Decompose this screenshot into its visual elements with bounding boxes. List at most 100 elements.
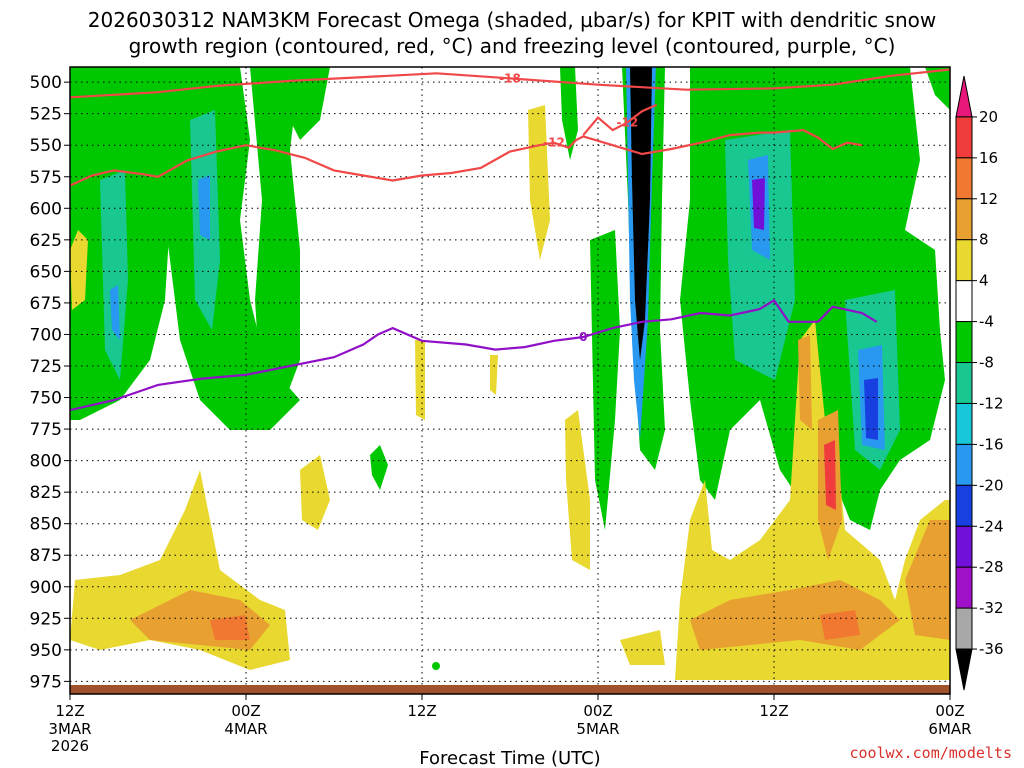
omega-region-yellow [490,355,498,395]
omega-region-yellow [415,340,425,420]
omega-region-green [560,67,578,160]
y-tick-label: 700 [30,325,62,345]
x-tick-label: 00Z [935,702,964,720]
omega-region-yellow [300,455,330,530]
y-tick-label: 575 [30,168,62,188]
omega-region-orange [905,520,950,640]
y-tick-label: 550 [30,136,62,156]
x-tick-label: 12Z [55,702,84,720]
colorbar-swatch [955,566,973,609]
y-tick-label: 875 [30,546,62,566]
colorbar-swatch [955,239,973,282]
colorbar-swatch [955,198,973,241]
colorbar-tick-label: -24 [979,517,1004,535]
colorbar-swatch [955,443,973,486]
y-tick-label: 775 [30,420,62,440]
chart-title-line1: 2026030312 NAM3KM Forecast Omega (shaded… [88,8,936,32]
dgz-contour-label: -18 [499,71,521,85]
credit-text: coolwx.com/modelts [849,744,1012,762]
colorbar-swatch [955,280,973,323]
omega-region-green [250,67,300,400]
colorbar-tick-label: -4 [979,313,994,331]
y-tick-label: 675 [30,294,62,314]
x-axis-title: Forecast Time (UTC) [419,748,600,768]
colorbar-swatch [955,321,973,364]
colorbar-swatch [955,648,973,691]
omega-region-dark-orange [210,615,250,640]
y-tick-label: 750 [30,389,62,409]
y-tick-label: 650 [30,262,62,282]
y-tick-label: 600 [30,199,62,219]
omega-region-green [432,662,440,670]
omega-core-teal [725,130,795,380]
x-tick-date: 5MAR [576,720,619,738]
colorbar-swatch [955,362,973,404]
omega-region-green [925,67,950,110]
colorbar: 20 16 12 8 4 -4 -8 -12 -16 -20 -24 -28 -32 -36 [955,75,1004,691]
colorbar-swatch [955,525,973,568]
y-tick-label: 625 [30,231,62,251]
dgz-contour-label: -12 [616,116,638,130]
omega-core-teal [100,170,128,380]
colorbar-swatch [955,484,973,527]
omega-core-blue [198,175,210,240]
dgz-contour-line [70,128,863,187]
colorbar-tick-label: -36 [979,640,1004,658]
y-tick-label: 525 [30,105,62,125]
x-tick-label: 12Z [407,702,436,720]
y-tick-label: 975 [30,672,62,692]
y-tick-label: 850 [30,515,62,535]
colorbar-tick-label: 20 [979,108,998,126]
omega-region-yellow [565,410,590,570]
y-tick-label: 725 [30,357,62,377]
freezing-level-contour-line [70,298,878,412]
plot-frame [69,66,951,695]
dgz-contour-line [582,103,658,136]
dgz-contour-line [70,68,950,99]
freezing-level-contour-label: 0 [579,330,587,344]
omega-core-black [630,67,652,360]
y-tick-label: 800 [30,452,62,472]
colorbar-tick-label: -8 [979,354,994,372]
ground-band [70,685,950,694]
omega-region-dark-orange [820,610,860,640]
x-tick-label: 12Z [759,702,788,720]
colorbar-tick-label: -16 [979,435,1004,453]
y-tick-label: 500 [30,73,62,93]
colorbar-swatch [955,75,973,118]
x-tick-label: 00Z [231,702,260,720]
chart-title-line2: growth region (contoured, red, °C) and f… [129,34,896,58]
omega-region-orange [798,335,812,430]
colorbar-swatch [955,116,973,159]
colorbar-tick-label: -32 [979,599,1004,617]
colorbar-tick-label: -20 [979,476,1004,494]
x-tick-year: 2026 [51,737,89,755]
omega-region-green [268,67,330,140]
y-tick-label: 900 [30,578,62,598]
omega-region-green [370,445,388,490]
omega-region-yellow [675,320,950,680]
colorbar-tick-label: 8 [979,231,989,249]
colorbar-tick-label: 4 [979,272,989,290]
x-tick-label: 00Z [583,702,612,720]
omega-shading [70,67,950,680]
colorbar-swatch [955,402,973,445]
omega-core-purple [752,178,765,230]
omega-region-green [140,67,300,430]
y-tick-label: 825 [30,483,62,503]
freezing-level-contours: 0 [70,298,878,412]
colorbar-tick-label: 12 [979,190,998,208]
omega-region-yellow [620,630,665,665]
omega-core-deep-blue [864,378,878,440]
y-tick-label: 925 [30,609,62,629]
omega-core-blue [110,285,120,340]
y-axis: 500 525 550 575 600 625 650 675 700 725 750 775 800 8… [30,73,70,692]
x-tick-date: 3MAR [48,720,91,738]
colorbar-swatch [955,157,973,200]
dgz-contours: -18 -12 -12 [70,68,950,187]
omega-region-yellow [70,230,88,310]
y-tick-label: 950 [30,641,62,661]
dgz-contour-label: -12 [543,136,565,150]
